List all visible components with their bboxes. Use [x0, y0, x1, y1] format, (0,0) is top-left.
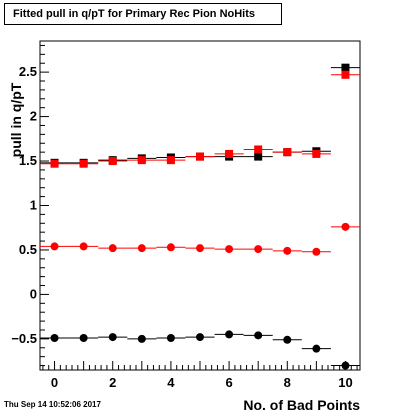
- data-point-circle: [108, 333, 117, 342]
- data-point-square: [341, 63, 350, 72]
- data-point-circle: [196, 333, 204, 342]
- data-point-circle: [312, 344, 321, 353]
- y-tick-label: 0.5: [19, 242, 37, 257]
- data-point-square: [341, 70, 350, 79]
- data-point-square: [108, 157, 117, 166]
- data-point-circle: [50, 333, 59, 342]
- data-point-square: [312, 149, 321, 158]
- y-tick-label: 1.5: [19, 153, 37, 168]
- data-point-circle: [108, 244, 117, 253]
- data-point-square: [225, 149, 234, 158]
- data-point-circle: [341, 222, 350, 231]
- data-point-circle: [79, 333, 88, 342]
- y-axis-label: pull in q/pT: [8, 82, 24, 157]
- timestamp: Thu Sep 14 10:52:06 2017: [4, 400, 101, 409]
- plot-frame: [39, 40, 361, 371]
- data-point-circle: [79, 242, 88, 251]
- data-point-square: [254, 152, 263, 161]
- data-point-square: [50, 159, 59, 168]
- data-point-circle: [254, 245, 263, 254]
- data-point-circle: [166, 333, 175, 342]
- data-point-square: [137, 156, 146, 165]
- y-tick-label: 2.5: [19, 64, 37, 79]
- data-point-circle: [225, 245, 234, 254]
- data-marks: [40, 63, 360, 370]
- data-point-circle: [137, 244, 146, 253]
- data-point-circle: [196, 244, 204, 253]
- data-point-circle: [283, 246, 292, 255]
- x-tick-label: 0: [51, 375, 58, 390]
- axis-ticks: [40, 44, 358, 370]
- data-point-square: [196, 152, 204, 161]
- y-tick-label: −0.5: [11, 331, 37, 346]
- data-point-circle: [283, 335, 292, 344]
- y-tick-label: 2: [30, 109, 37, 124]
- x-tick-label: 6: [225, 375, 232, 390]
- data-point-square: [166, 156, 175, 165]
- x-tick-label: 2: [109, 375, 116, 390]
- data-point-square: [79, 159, 88, 168]
- data-point-square: [254, 145, 263, 154]
- data-point-circle: [166, 243, 175, 252]
- x-tick-label: 8: [284, 375, 291, 390]
- data-point-circle: [225, 330, 234, 339]
- axis-tick-labels: 0 2 4 6 8 10 −0.5 0 0.5 1 1.5 2 2.5: [11, 64, 352, 390]
- data-point-circle: [312, 247, 321, 256]
- data-point-circle: [254, 331, 263, 340]
- data-point-square: [283, 148, 292, 157]
- chart-title: Fitted pull in q/pT for Primary Rec Pion…: [4, 3, 282, 25]
- y-tick-label: 1: [30, 198, 37, 213]
- x-tick-label: 4: [167, 375, 175, 390]
- y-tick-label: 0: [30, 286, 37, 301]
- data-point-circle: [137, 334, 146, 343]
- data-point-circle: [341, 361, 350, 370]
- x-axis-label: No. of Bad Points: [243, 397, 360, 413]
- data-point-circle: [50, 242, 59, 251]
- x-tick-label: 10: [338, 375, 352, 390]
